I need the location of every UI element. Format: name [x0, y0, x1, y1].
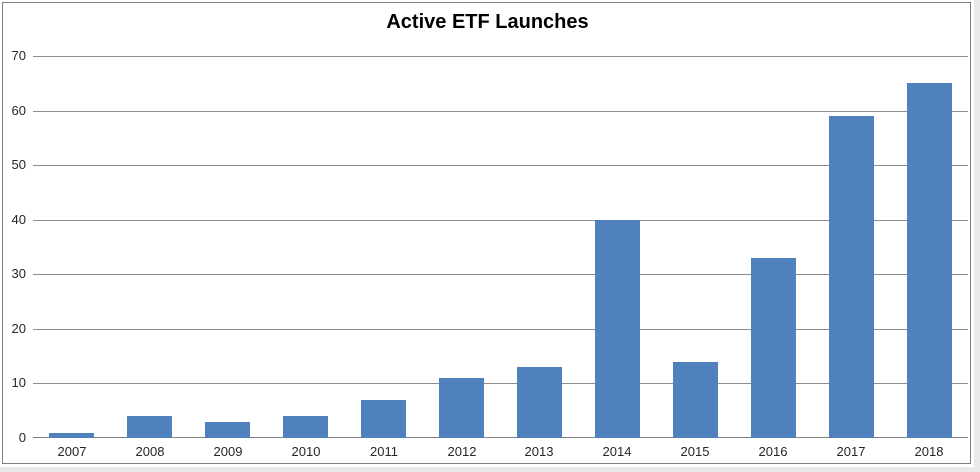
bar-2007 — [49, 433, 94, 438]
x-axis-label: 2008 — [135, 444, 165, 459]
y-axis-tick-label: 10 — [11, 375, 26, 390]
gridline — [33, 383, 968, 384]
bar-2016 — [751, 258, 796, 438]
x-axis-label: 2017 — [836, 444, 866, 459]
y-axis-tick-label: 0 — [18, 430, 26, 445]
x-axis-label: 2015 — [680, 444, 710, 459]
x-axis-label: 2014 — [602, 444, 632, 459]
y-axis-tick-label: 30 — [11, 266, 26, 281]
bar-2018 — [907, 83, 952, 438]
gridline — [33, 111, 968, 112]
plot-area — [33, 56, 968, 438]
x-axis-baseline — [33, 437, 968, 438]
bar-2012 — [439, 378, 484, 438]
bar-2011 — [361, 400, 406, 438]
y-axis-tick-label: 70 — [11, 48, 26, 63]
x-axis-label: 2010 — [291, 444, 321, 459]
x-axis-label: 2011 — [370, 444, 398, 459]
y-axis-tick-label: 40 — [11, 212, 26, 227]
bar-2009 — [205, 422, 250, 438]
bar-2010 — [283, 416, 328, 438]
x-axis-label: 2007 — [57, 444, 87, 459]
gridline — [33, 165, 968, 166]
y-axis-tick-label: 60 — [11, 103, 26, 118]
gridline — [33, 329, 968, 330]
chart-title: Active ETF Launches — [386, 11, 589, 33]
bar-2008 — [127, 416, 172, 438]
y-axis-tick-label: 50 — [11, 157, 26, 172]
right-edge-strip — [974, 0, 980, 472]
x-axis-label: 2013 — [524, 444, 554, 459]
y-axis-tick-label: 20 — [11, 321, 26, 336]
x-axis-label: 2016 — [758, 444, 788, 459]
bottom-edge-strip — [0, 467, 980, 472]
bar-2014 — [595, 220, 640, 438]
bar-2017 — [829, 116, 874, 438]
gridline — [33, 274, 968, 275]
x-axis-label: 2018 — [914, 444, 944, 459]
gridline — [33, 56, 968, 57]
gridline — [33, 220, 968, 221]
x-axis-label: 2009 — [213, 444, 243, 459]
bar-2013 — [517, 367, 562, 438]
x-axis-label: 2012 — [447, 444, 477, 459]
bar-2015 — [673, 362, 718, 438]
